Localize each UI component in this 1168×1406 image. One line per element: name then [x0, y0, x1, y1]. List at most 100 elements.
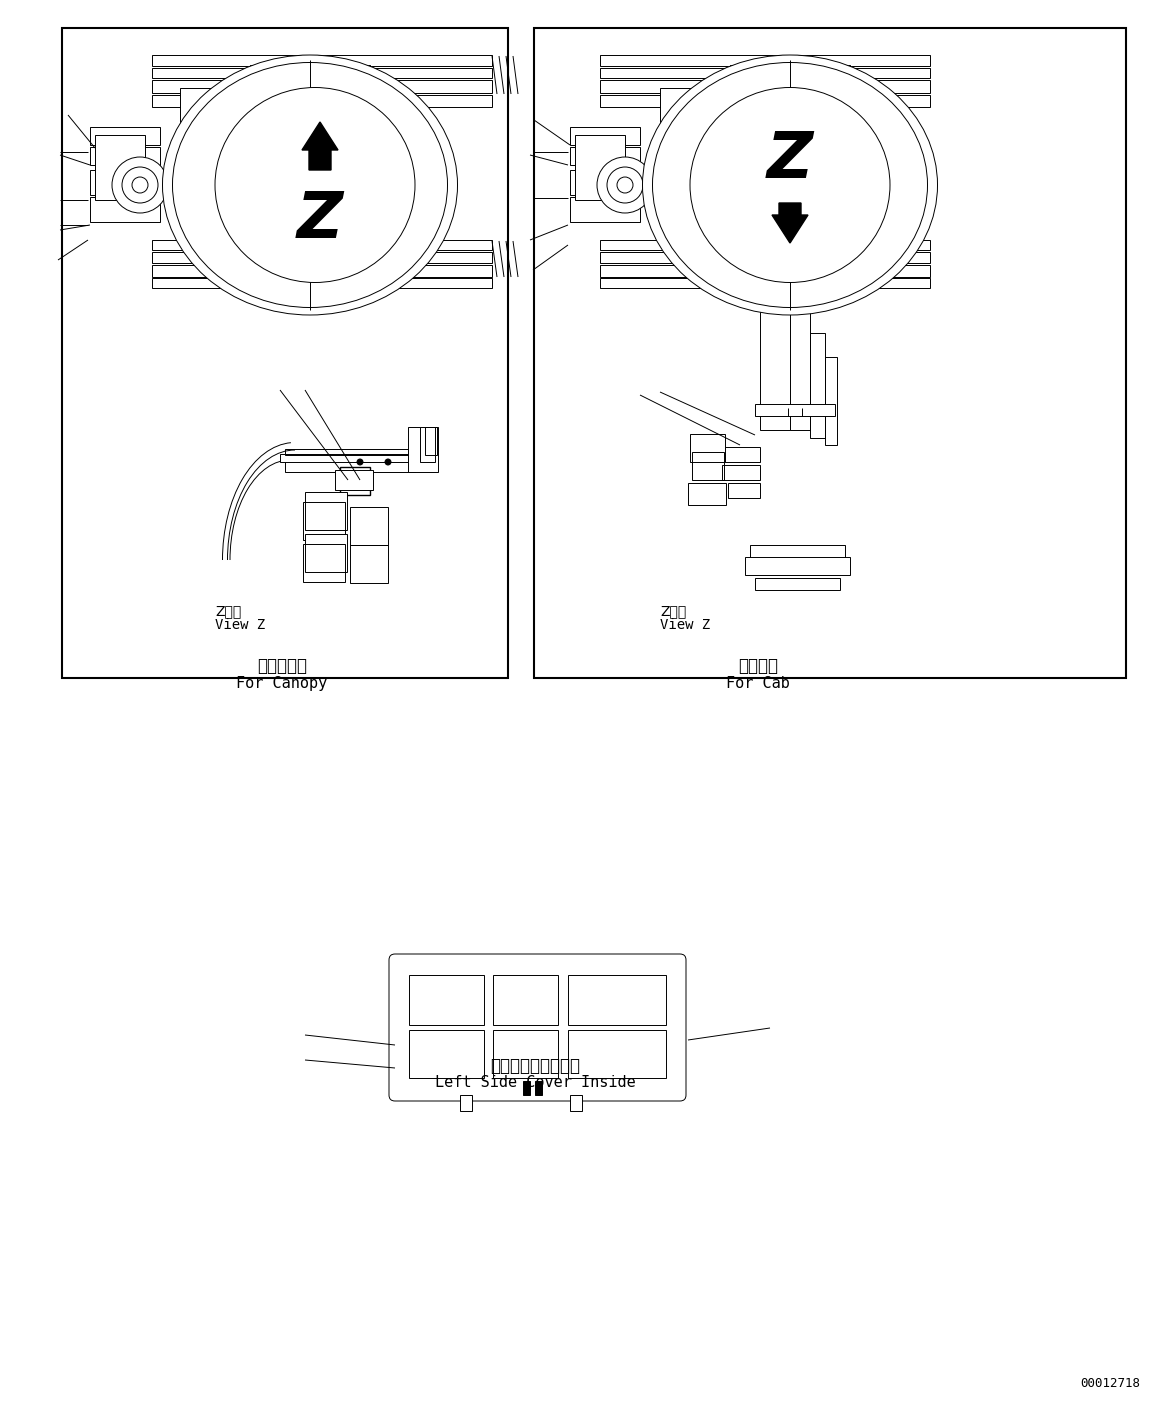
Bar [600, 264, 930, 277]
Bar [690, 434, 725, 463]
Bar [600, 55, 930, 66]
Bar [570, 127, 640, 145]
Bar [691, 451, 724, 479]
Bar [535, 1081, 542, 1095]
Bar [152, 67, 492, 77]
Bar [335, 470, 373, 491]
Bar [409, 974, 484, 1025]
Text: Z　視: Z 視 [215, 605, 242, 619]
Bar [568, 1031, 666, 1078]
Bar [90, 197, 160, 222]
Ellipse shape [642, 55, 938, 315]
FancyArrow shape [303, 122, 338, 170]
Bar [660, 89, 695, 179]
Bar [408, 427, 438, 472]
Circle shape [597, 157, 653, 212]
Circle shape [385, 458, 391, 465]
Text: For Cab: For Cab [726, 676, 790, 690]
Bar [409, 1031, 484, 1078]
Bar [600, 252, 930, 263]
Bar [568, 974, 666, 1025]
Bar [350, 508, 388, 546]
Text: 00012718: 00012718 [1080, 1376, 1140, 1391]
Bar [570, 148, 640, 165]
Bar [434, 188, 445, 200]
Text: キャブ用: キャブ用 [738, 657, 778, 675]
Bar [745, 557, 850, 575]
Bar [493, 974, 558, 1025]
Bar [434, 163, 445, 174]
Bar [280, 454, 410, 463]
Bar [152, 252, 492, 263]
Bar [600, 96, 930, 107]
Bar [750, 546, 844, 560]
Bar [62, 28, 508, 678]
Bar [760, 309, 790, 430]
Bar [180, 89, 215, 179]
Bar [755, 404, 835, 416]
Bar [250, 65, 370, 105]
Bar [303, 544, 345, 582]
Bar [350, 546, 388, 583]
Bar [152, 264, 492, 277]
Bar [152, 55, 492, 66]
Bar [825, 357, 837, 446]
Circle shape [881, 186, 889, 194]
Text: キャノピ用: キャノピ用 [257, 657, 307, 675]
Bar [152, 278, 492, 288]
Bar [95, 135, 145, 200]
Text: Z　視: Z 視 [660, 605, 687, 619]
Text: For Canopy: For Canopy [236, 676, 328, 690]
Bar [420, 427, 434, 463]
Text: Z: Z [767, 129, 813, 191]
Ellipse shape [215, 87, 415, 283]
Bar [570, 170, 640, 195]
Ellipse shape [690, 87, 890, 283]
Bar [90, 170, 160, 195]
Bar [722, 465, 760, 479]
Text: View Z: View Z [660, 619, 710, 633]
Bar [670, 155, 695, 162]
Bar [255, 80, 364, 110]
Bar [790, 309, 809, 430]
Bar [152, 80, 492, 93]
Bar [305, 534, 347, 572]
Bar [493, 1031, 558, 1078]
Bar [185, 160, 215, 200]
Text: Left Side Cover Inside: Left Side Cover Inside [434, 1076, 635, 1090]
Bar [305, 492, 347, 530]
Bar [688, 484, 726, 505]
Bar [670, 222, 695, 231]
Bar [340, 467, 370, 495]
Bar [90, 148, 160, 165]
Bar [755, 578, 840, 591]
Circle shape [357, 458, 363, 465]
Bar [600, 67, 930, 77]
Bar [730, 65, 850, 105]
Bar [188, 222, 213, 231]
Bar [303, 502, 345, 540]
FancyBboxPatch shape [389, 955, 686, 1101]
Circle shape [112, 157, 168, 212]
Bar [152, 240, 492, 250]
Bar [570, 197, 640, 222]
Circle shape [881, 162, 889, 169]
Bar [425, 427, 437, 456]
Bar [600, 240, 930, 250]
Bar [188, 155, 213, 162]
Ellipse shape [162, 55, 458, 315]
Bar [523, 1081, 530, 1095]
Bar [460, 1095, 472, 1111]
Bar [570, 1095, 582, 1111]
Text: Z: Z [297, 188, 343, 252]
Bar [90, 127, 160, 145]
Bar [575, 135, 625, 200]
Bar [434, 212, 445, 225]
Bar [534, 28, 1126, 678]
Bar [285, 449, 410, 456]
Bar [600, 80, 930, 93]
Bar [728, 484, 760, 498]
Text: 左サイドカバー内側: 左サイドカバー内側 [491, 1057, 580, 1076]
Bar [809, 333, 825, 439]
Bar [152, 96, 492, 107]
